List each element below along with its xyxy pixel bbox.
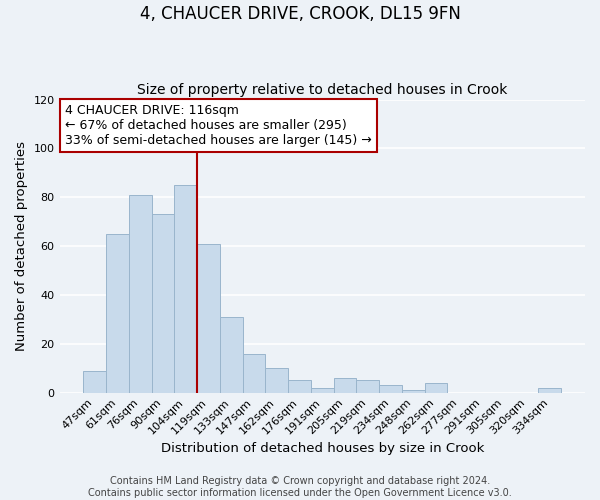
Bar [220,317,242,392]
Bar [197,244,220,392]
Y-axis label: Number of detached properties: Number of detached properties [15,141,28,351]
Bar [129,195,152,392]
Bar [379,386,402,392]
Text: 4 CHAUCER DRIVE: 116sqm
← 67% of detached houses are smaller (295)
33% of semi-d: 4 CHAUCER DRIVE: 116sqm ← 67% of detache… [65,104,371,147]
Text: 4, CHAUCER DRIVE, CROOK, DL15 9FN: 4, CHAUCER DRIVE, CROOK, DL15 9FN [140,5,460,23]
Bar [334,378,356,392]
Bar [175,185,197,392]
Bar [106,234,129,392]
Text: Contains HM Land Registry data © Crown copyright and database right 2024.
Contai: Contains HM Land Registry data © Crown c… [88,476,512,498]
Bar [425,383,448,392]
Bar [311,388,334,392]
Bar [242,354,265,393]
Bar [83,370,106,392]
Bar [265,368,288,392]
Bar [538,388,561,392]
Title: Size of property relative to detached houses in Crook: Size of property relative to detached ho… [137,83,508,97]
Bar [356,380,379,392]
Bar [402,390,425,392]
Bar [288,380,311,392]
Bar [152,214,175,392]
X-axis label: Distribution of detached houses by size in Crook: Distribution of detached houses by size … [161,442,484,455]
